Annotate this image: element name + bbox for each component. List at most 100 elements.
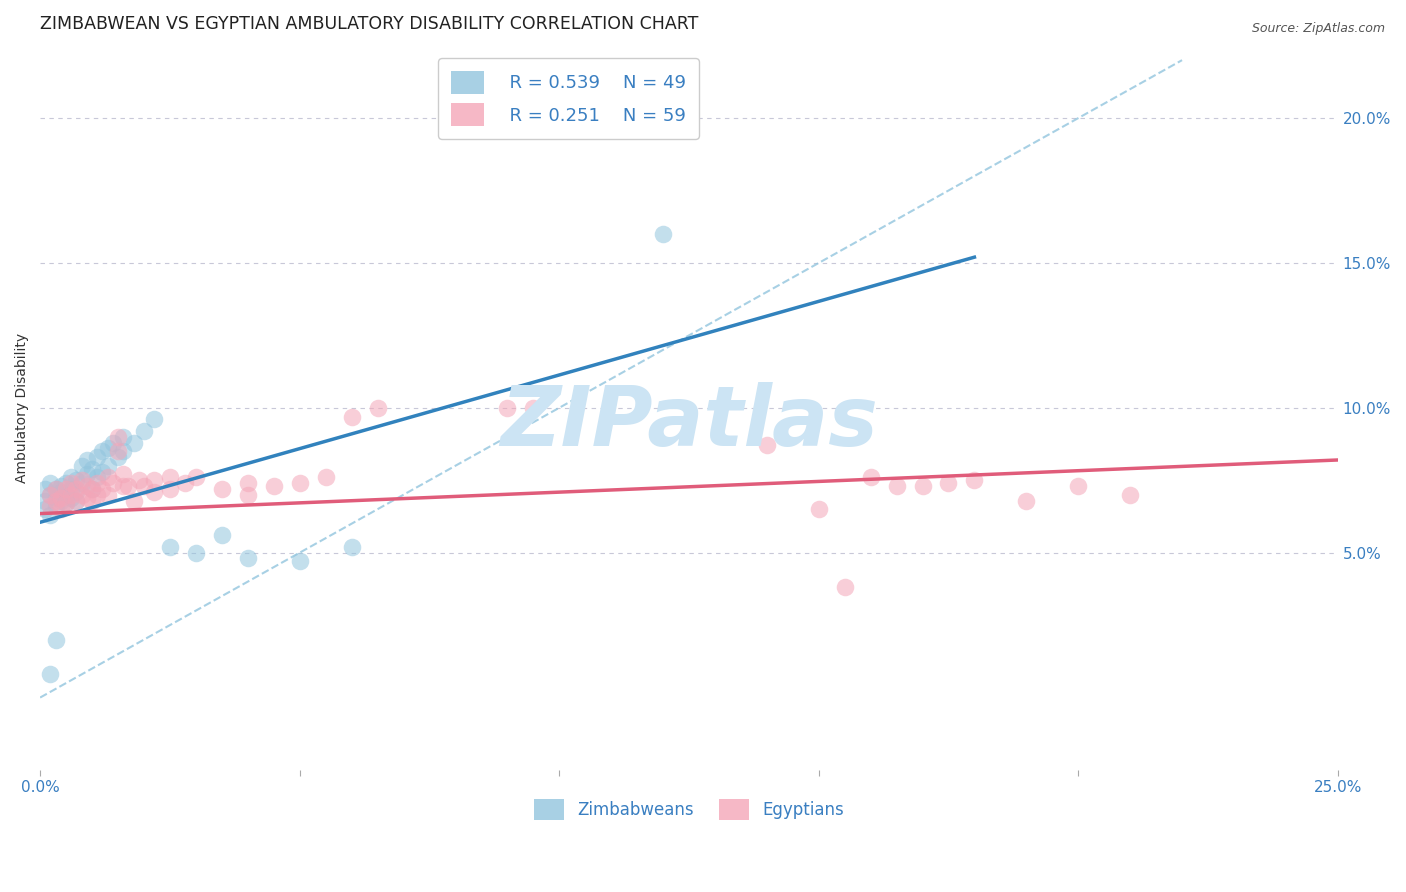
Point [55, 496, 77, 510]
Point [45, 500, 67, 514]
Point [263, 479, 285, 493]
Point [91, 444, 114, 458]
Point [122, 493, 145, 508]
Point [107, 430, 129, 444]
Point [76, 453, 98, 467]
Text: ZIPatlas: ZIPatlas [501, 382, 877, 463]
Point [132, 479, 155, 493]
Point [55, 488, 77, 502]
Point [49, 493, 72, 508]
Point [55, 476, 77, 491]
Point [39, 476, 62, 491]
Point [122, 435, 145, 450]
Point [366, 401, 388, 415]
Point [159, 540, 181, 554]
Point [143, 484, 166, 499]
Point [49, 491, 72, 505]
Point [55, 482, 77, 496]
Point [288, 476, 311, 491]
Point [159, 470, 181, 484]
Point [80, 493, 103, 508]
Point [70, 473, 93, 487]
Point [886, 479, 908, 493]
Point [45, 632, 67, 647]
Point [496, 401, 519, 415]
Point [340, 409, 363, 424]
Point [34, 482, 56, 496]
Point [76, 479, 98, 493]
Point [859, 470, 882, 484]
Point [49, 484, 72, 499]
Point [938, 476, 960, 491]
Point [963, 473, 986, 487]
Point [60, 470, 83, 484]
Point [65, 482, 87, 496]
Point [65, 493, 87, 508]
Point [174, 476, 197, 491]
Point [45, 482, 67, 496]
Point [117, 479, 139, 493]
Point [107, 450, 129, 464]
Point [1119, 488, 1142, 502]
Point [755, 438, 778, 452]
Point [236, 476, 259, 491]
Point [184, 470, 207, 484]
Point [60, 482, 83, 496]
Point [211, 528, 233, 542]
Point [60, 476, 83, 491]
Point [184, 546, 207, 560]
Point [70, 476, 93, 491]
Point [143, 473, 166, 487]
Point [39, 667, 62, 681]
Point [60, 488, 83, 502]
Point [39, 488, 62, 502]
Text: ZIMBABWEAN VS EGYPTIAN AMBULATORY DISABILITY CORRELATION CHART: ZIMBABWEAN VS EGYPTIAN AMBULATORY DISABI… [41, 15, 699, 33]
Point [101, 476, 124, 491]
Point [132, 424, 155, 438]
Point [143, 412, 166, 426]
Point [652, 227, 675, 241]
Point [1015, 493, 1038, 508]
Point [211, 482, 233, 496]
Point [288, 554, 311, 568]
Point [128, 473, 150, 487]
Point [101, 435, 124, 450]
Point [80, 482, 103, 496]
Point [315, 470, 337, 484]
Point [70, 488, 93, 502]
Point [80, 461, 103, 475]
Point [80, 482, 103, 496]
Point [86, 476, 108, 491]
Point [45, 491, 67, 505]
Point [76, 467, 98, 482]
Point [236, 488, 259, 502]
Point [340, 540, 363, 554]
Point [807, 502, 830, 516]
Y-axis label: Ambulatory Disability: Ambulatory Disability [15, 333, 30, 483]
Point [522, 401, 544, 415]
Point [159, 482, 181, 496]
Point [112, 430, 135, 444]
Point [70, 458, 93, 473]
Point [39, 508, 62, 522]
Point [1067, 479, 1090, 493]
Point [60, 491, 83, 505]
Point [91, 465, 114, 479]
Point [834, 581, 856, 595]
Point [97, 442, 120, 456]
Point [911, 479, 934, 493]
Point [65, 484, 87, 499]
Point [91, 482, 114, 496]
Point [45, 482, 67, 496]
Point [45, 493, 67, 508]
Point [236, 551, 259, 566]
Point [97, 488, 120, 502]
Point [55, 496, 77, 510]
Point [65, 493, 87, 508]
Point [112, 444, 135, 458]
Point [97, 470, 120, 484]
Point [49, 479, 72, 493]
Point [86, 450, 108, 464]
Point [86, 488, 108, 502]
Text: Source: ZipAtlas.com: Source: ZipAtlas.com [1251, 22, 1385, 36]
